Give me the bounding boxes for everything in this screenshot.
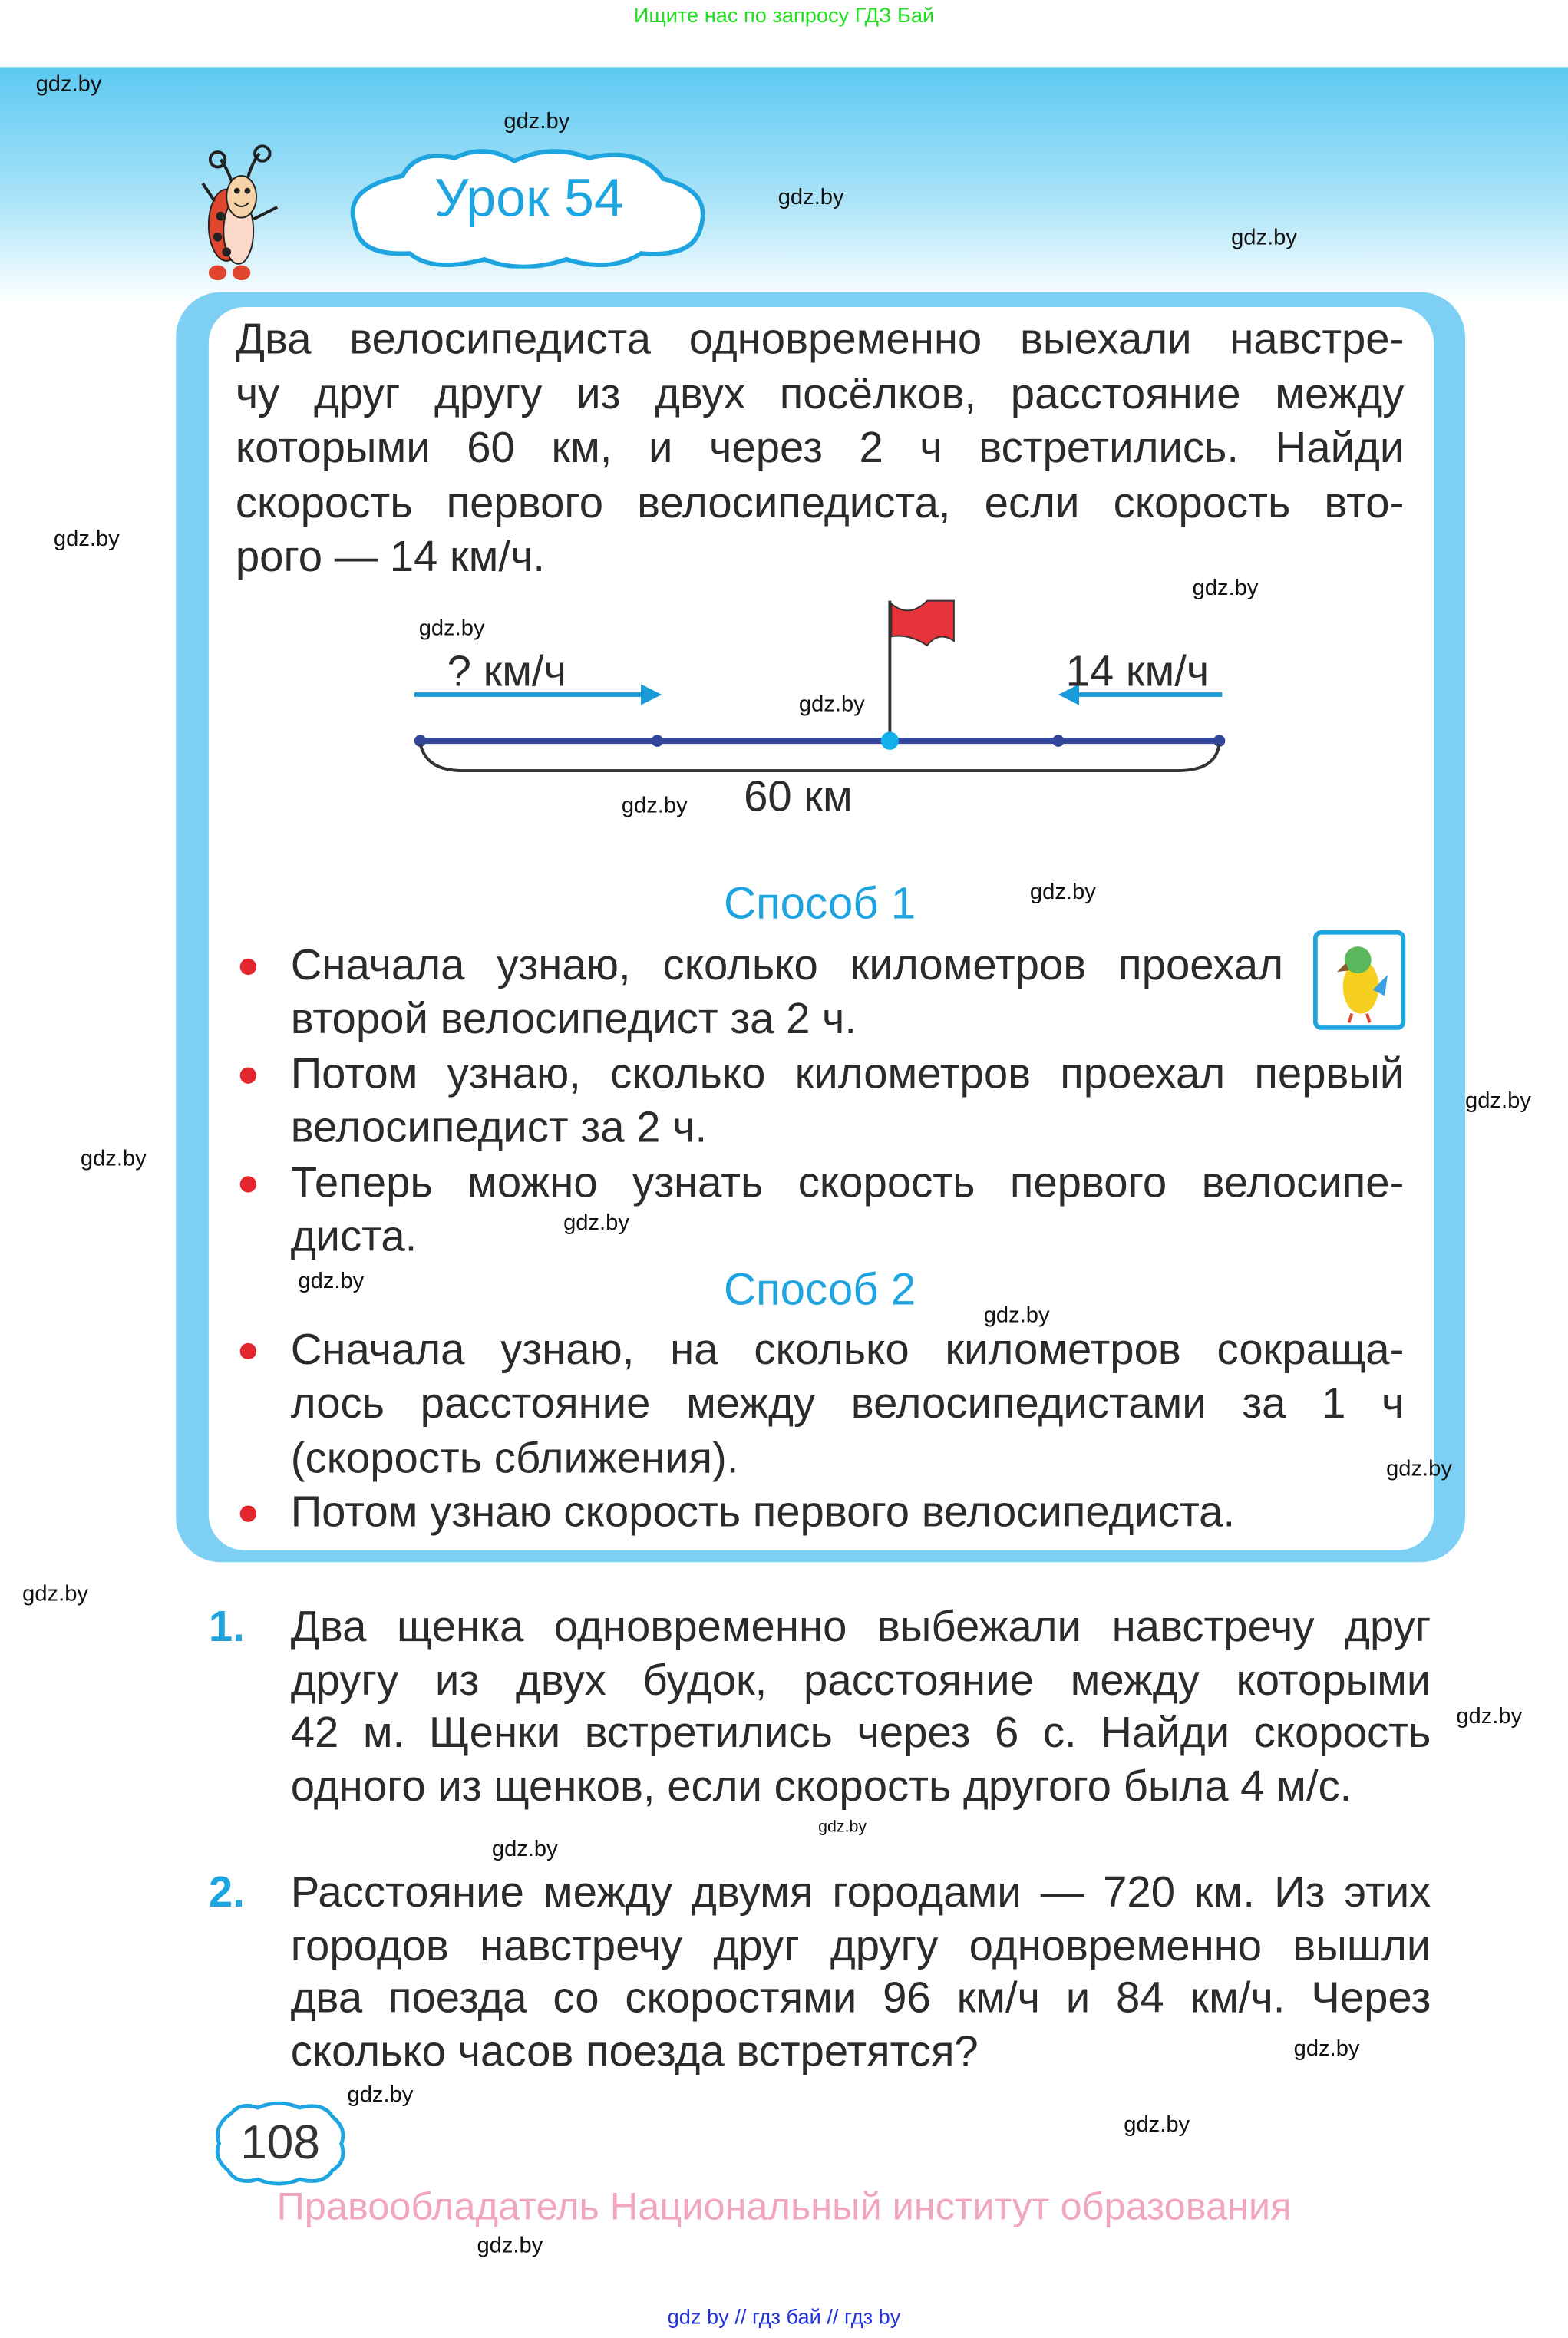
watermark: gdz.by bbox=[563, 1210, 629, 1236]
parrot-icon bbox=[1312, 930, 1406, 1030]
lesson-title: Урок 54 bbox=[434, 167, 624, 229]
tick-point bbox=[651, 735, 664, 747]
watermark: gdz.by bbox=[22, 1581, 88, 1607]
exercise-line: городов навстречу друг другу одновременн… bbox=[290, 1922, 1431, 1970]
method1-line: Сначала узнаю, сколько километров проеха… bbox=[290, 942, 1284, 990]
method1-line: Теперь можно узнать скорость первого вел… bbox=[290, 1159, 1405, 1207]
distance-brace bbox=[418, 743, 1221, 772]
watermark: gdz.by bbox=[1386, 1456, 1452, 1482]
problem-line: Два велосипедиста одновременно выехали н… bbox=[235, 315, 1405, 364]
watermark: gdz.by bbox=[1456, 1703, 1523, 1729]
method1-line: Потом узнаю, сколько километров проехал … bbox=[290, 1050, 1405, 1098]
left-speed-label: ? км/ч bbox=[447, 648, 566, 696]
method2-line: лось расстояние между велосипедистами за… bbox=[290, 1381, 1405, 1429]
watermark: gdz.by bbox=[1124, 2112, 1190, 2138]
watermark: gdz.by bbox=[477, 2233, 543, 2259]
watermark: gdz.by bbox=[1192, 575, 1259, 601]
bullet-icon bbox=[239, 1175, 257, 1192]
exercise-line: 42 м. Щенки встретились через 6 с. Найди… bbox=[290, 1709, 1431, 1758]
bullet-icon bbox=[239, 1505, 257, 1523]
watermark: gdz.by bbox=[798, 692, 865, 718]
watermark: gdz.by bbox=[491, 1836, 558, 1862]
problem-line: скорость первого велосипедиста, если ско… bbox=[235, 479, 1405, 527]
method1-line: диста. bbox=[290, 1213, 418, 1261]
distance-label: 60 км bbox=[744, 773, 853, 822]
exercise-number: 2. bbox=[208, 1869, 245, 1917]
method1-title: Способ 1 bbox=[724, 879, 916, 929]
copyright-text: Правообладатель Национальный институт об… bbox=[276, 2184, 1292, 2229]
motion-diagram bbox=[414, 599, 1226, 772]
watermark: gdz.by bbox=[418, 616, 485, 642]
sky-background bbox=[0, 67, 1568, 306]
lesson-cloud bbox=[350, 149, 705, 269]
watermark: gdz.by bbox=[1029, 879, 1096, 905]
watermark: gdz.by bbox=[53, 526, 120, 552]
problem-line: рого — 14 км/ч. bbox=[235, 533, 546, 582]
watermark: gdz.by bbox=[1465, 1088, 1531, 1114]
start-point bbox=[414, 735, 427, 747]
problem-line: чу друг другу из двух посёлков, расстоян… bbox=[235, 370, 1405, 418]
method2-line: Сначала узнаю, на сколько километров сок… bbox=[290, 1326, 1405, 1375]
exercise-line: Два щенка одновременно выбежали навстреч… bbox=[290, 1603, 1431, 1652]
footer-links[interactable]: gdz by // гдз бай // гдз by bbox=[667, 2304, 901, 2329]
exercise-number: 1. bbox=[208, 1603, 245, 1652]
exercise-line: Расстояние между двумя городами — 720 км… bbox=[290, 1869, 1431, 1917]
exercise-line: два поезда со скоростями 96 км/ч и 84 км… bbox=[290, 1975, 1431, 2023]
watermark: gdz.by bbox=[347, 2082, 414, 2108]
exercise-line: другу из двух будок, расстояние между ко… bbox=[290, 1656, 1431, 1705]
watermark: gdz.by bbox=[621, 793, 688, 819]
meeting-point bbox=[880, 731, 900, 750]
task-box bbox=[208, 307, 1434, 1550]
method2-title: Способ 2 bbox=[724, 1265, 916, 1315]
end-point bbox=[1213, 735, 1226, 747]
watermark: gdz.by bbox=[983, 1303, 1050, 1329]
watermark: gdz.by bbox=[1231, 225, 1297, 251]
watermark: gdz.by bbox=[818, 1818, 867, 1837]
method1-line: второй велосипедист за 2 ч. bbox=[290, 996, 857, 1045]
watermark: gdz.by bbox=[298, 1268, 365, 1294]
watermark: gdz.by bbox=[1293, 2036, 1360, 2062]
bullet-icon bbox=[239, 958, 257, 976]
method1-line: велосипедист за 2 ч. bbox=[290, 1105, 708, 1153]
page-number-cloud bbox=[215, 2101, 345, 2186]
tick-point bbox=[1052, 735, 1065, 747]
watermark: gdz.by bbox=[35, 71, 102, 97]
exercise-line: одного из щенков, если скорость другого … bbox=[290, 1762, 1352, 1811]
method2-line: Потом узнаю скорость первого велосипедис… bbox=[290, 1489, 1236, 1537]
ladybug-icon bbox=[201, 144, 279, 281]
bullet-icon bbox=[239, 1342, 257, 1360]
watermark: gdz.by bbox=[80, 1146, 147, 1172]
top-note: Ищите нас по запросу ГДЗ Бай bbox=[633, 2, 935, 27]
flag-icon bbox=[890, 599, 955, 647]
right-speed-label: 14 км/ч bbox=[1065, 648, 1210, 696]
exercise-line: сколько часов поезда встретятся? bbox=[290, 2028, 979, 2076]
watermark: gdz.by bbox=[503, 108, 570, 134]
method2-line: (скорость сближения). bbox=[290, 1435, 739, 1483]
problem-line: которыми 60 км, и через 2 ч встретились.… bbox=[235, 424, 1405, 473]
page-number: 108 bbox=[240, 2115, 320, 2169]
watermark: gdz.by bbox=[777, 184, 844, 210]
bullet-icon bbox=[239, 1067, 257, 1084]
